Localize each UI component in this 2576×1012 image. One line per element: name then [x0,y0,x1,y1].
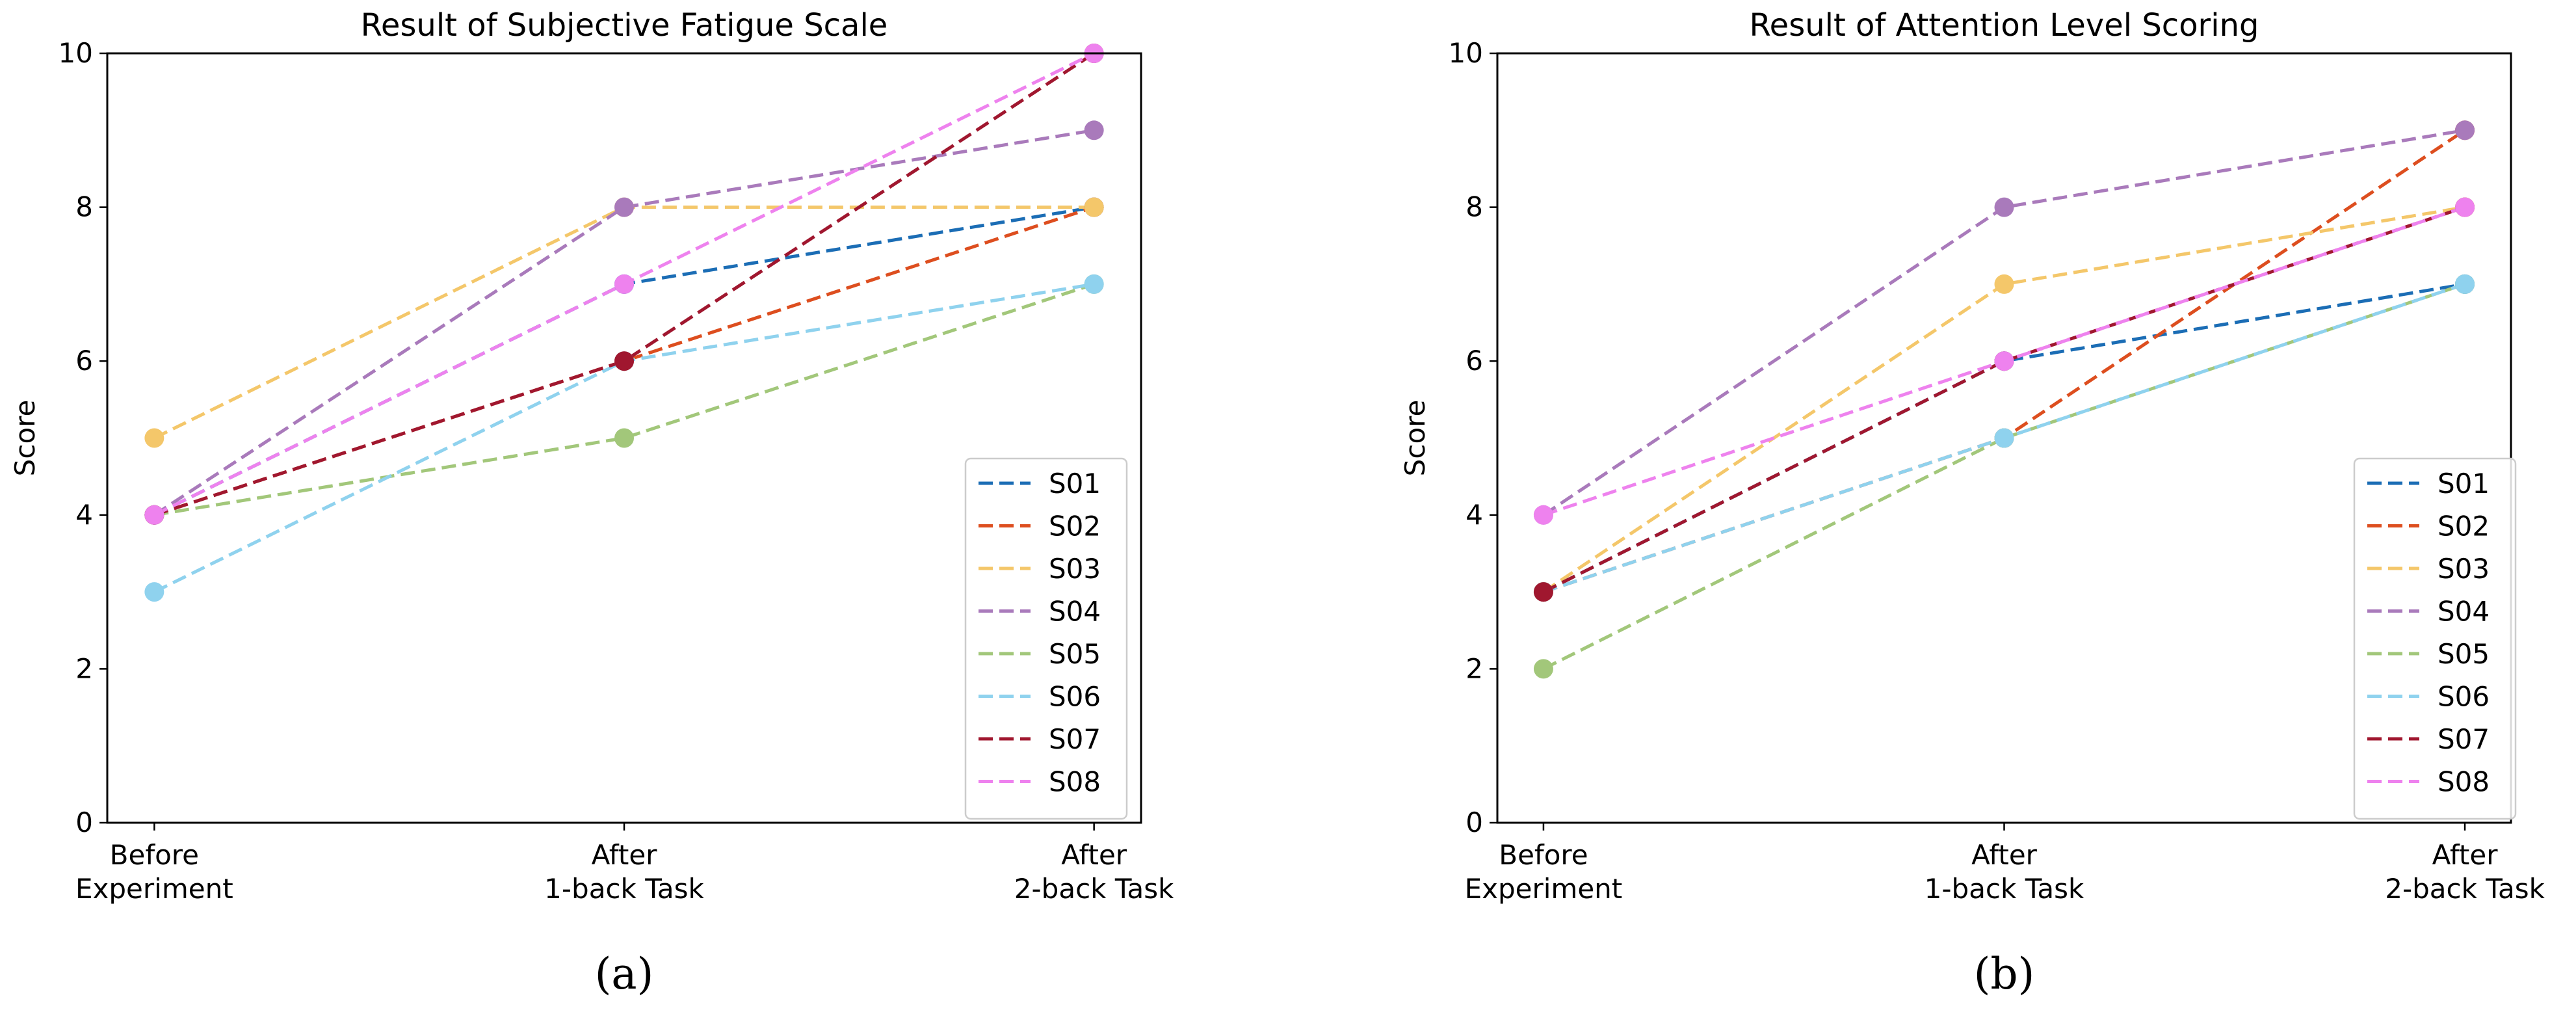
data-point-s06 [144,582,164,602]
legend-label-s04: S04 [2438,596,2490,628]
series-line-s03 [153,206,1094,440]
y-tick-label: 2 [1465,652,1483,684]
y-axis-label: Score [9,400,41,477]
series-line-s04 [153,128,1095,516]
x-tick-label: Before [110,839,199,871]
data-point-s04 [1994,197,2014,217]
data-point-s08 [1533,505,1553,525]
chart-attention-level: Result of Attention Level Scoring Score 0 2… [1399,7,2545,999]
legend-label-s03: S03 [2438,553,2490,585]
legend-label-s01: S01 [1049,468,1101,499]
data-point-s08 [2455,197,2475,217]
y-tick-label: 4 [75,499,93,531]
data-point-s06 [2455,274,2475,294]
x-tick-label: 2-back Task [2385,873,2545,905]
data-point-s04 [614,197,634,217]
data-point-s08 [1994,351,2014,371]
plot-frame [1496,52,2512,824]
data-point-s06 [1994,428,2014,448]
x-tick-label: 1-back Task [1925,873,2084,905]
data-point-s03 [144,428,164,448]
x-tick-label: Before [1499,839,1588,871]
x-tick-label: After [2432,839,2499,871]
legend-label-s08: S08 [1049,766,1101,798]
legend-label-s07: S07 [1049,723,1101,755]
series-line-s02 [153,206,1095,517]
data-point-s05 [1533,659,1553,679]
y-tick-label: 6 [1465,345,1483,377]
x-tick-label: Experiment [75,873,233,905]
legend-label-s05: S05 [1049,638,1101,670]
data-point-s06 [1084,274,1104,294]
legend-label-s04: S04 [1049,596,1101,628]
y-axis-label: Score [1399,400,1431,477]
legend-label-s02: S02 [1049,511,1101,542]
data-point-s05 [614,428,634,448]
x-tick-label: After [592,839,658,871]
chart-title: Result of Attention Level Scoring [1749,7,2259,44]
legend-label-s07: S07 [2438,723,2490,755]
data-point-s07 [614,351,634,371]
chart-subjective-fatigue: Result of Subjective Fatigue Scale Score 0… [9,7,1174,999]
chart-title: Result of Subjective Fatigue Scale [361,7,888,44]
legend-label-s03: S03 [1049,553,1101,585]
x-tick-label: 1-back Task [544,873,704,905]
data-point-s07 [1533,582,1553,602]
legend-label-s05: S05 [2438,638,2490,670]
data-point-s04 [2455,120,2475,140]
y-tick-label: 6 [75,345,93,377]
y-tick-label: 0 [1465,806,1483,838]
x-tick-label: After [1971,839,2038,871]
y-tick-label: 10 [1449,37,1483,69]
data-point-s08 [614,274,634,294]
x-tick-label: Experiment [1465,873,1623,905]
y-tick-label: 2 [75,652,93,684]
legend [2353,457,2517,820]
x-tick-label: After [1061,839,1127,871]
y-tick-label: 8 [75,191,93,223]
legend-label-s02: S02 [2438,511,2490,542]
series-line-s05 [1542,282,2465,671]
legend [964,457,1128,820]
data-point-s03 [1994,274,2014,294]
y-tick-label: 10 [59,37,93,69]
series-line-s07 [1542,206,2465,594]
legend-label-s06: S06 [1049,681,1101,713]
y-tick-label: 4 [1465,499,1483,531]
panel-label: (b) [1974,949,2035,999]
series-line-s04 [1542,128,2465,516]
series-line-s05 [153,282,1095,517]
panel-label: (a) [595,949,654,999]
legend-label-s01: S01 [2438,468,2490,499]
data-point-s04 [1084,120,1104,140]
legend-label-s06: S06 [2438,681,2490,713]
data-point-s03 [1084,197,1104,217]
data-point-s08 [144,505,164,525]
series-line-s03 [1542,206,2465,594]
plot-frame [106,52,1142,824]
y-tick-label: 8 [1465,191,1483,223]
legend-label-s08: S08 [2438,766,2490,798]
x-tick-label: 2-back Task [1014,873,1174,905]
y-tick-label: 0 [75,806,93,838]
